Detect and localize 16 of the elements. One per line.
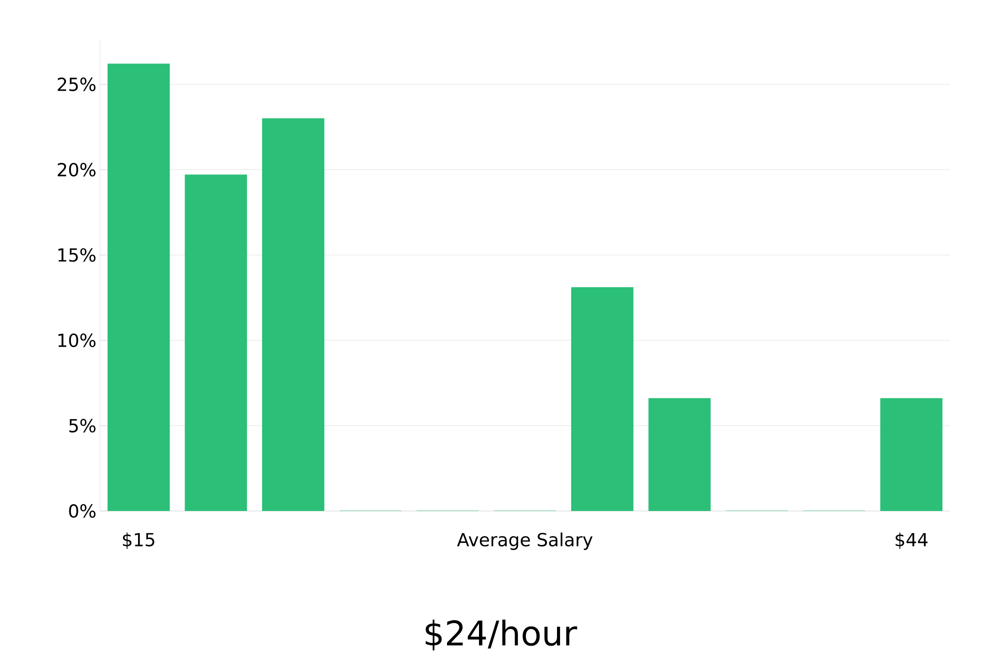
y-tick-label: 20% xyxy=(58,162,96,176)
x-tick-label: $44 xyxy=(896,532,928,549)
bar xyxy=(648,398,711,511)
x-tick-label: $15 xyxy=(122,532,154,549)
bar xyxy=(184,174,248,511)
bar xyxy=(108,64,170,511)
bar xyxy=(262,118,324,511)
y-tick-label: 25% xyxy=(58,78,96,92)
bar xyxy=(571,287,634,511)
y-tick-label: 5% xyxy=(69,418,96,432)
y-tick-label: 10% xyxy=(58,334,96,348)
x-axis-title: Average Salary xyxy=(457,532,593,550)
bar xyxy=(880,398,942,511)
y-tick-label: 0% xyxy=(69,504,96,518)
text: $24/hour xyxy=(426,620,578,650)
y-tick-label: 15% xyxy=(58,248,96,262)
